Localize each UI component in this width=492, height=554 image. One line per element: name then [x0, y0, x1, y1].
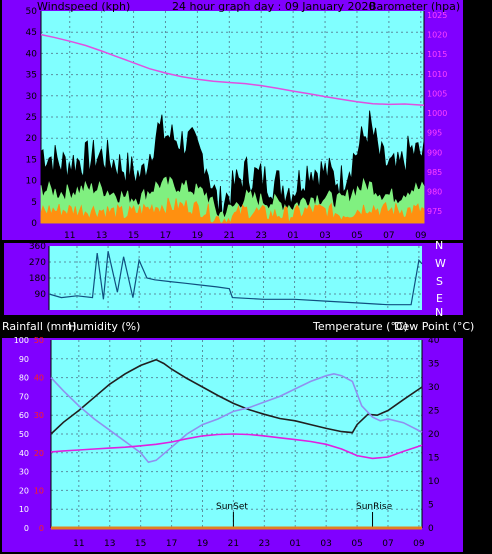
humidity-y-tick-100: 100 — [14, 336, 29, 345]
bottom-x-tick-23: 23 — [259, 539, 270, 549]
humidity-y-tick-60: 60 — [19, 411, 29, 420]
barometer-axis-title: Barometer (hpa) — [369, 0, 460, 13]
bottom-x-tick-17: 17 — [166, 539, 177, 549]
humidity-y-tick-70: 70 — [19, 392, 29, 401]
bottom-x-tick-07: 07 — [382, 539, 393, 549]
wind-y-tick-50: 50 — [26, 7, 38, 17]
wind-x-tick-05: 05 — [351, 231, 362, 241]
wind-x-tick-01: 01 — [287, 231, 298, 241]
sunset-label: SunSet — [216, 502, 248, 512]
wind-x-tick-21: 21 — [224, 231, 235, 241]
wind-y-tick-40: 40 — [26, 49, 38, 59]
baro-y-tick-1000: 1000 — [427, 109, 447, 118]
temp-y-tick-5: 5 — [428, 501, 434, 511]
bottom-x-tick-21: 21 — [228, 539, 239, 549]
wind-x-tick-13: 13 — [96, 231, 107, 241]
temp-y-tick-30: 30 — [428, 383, 440, 393]
baro-y-tick-985: 985 — [427, 168, 442, 177]
baro-y-tick-1025: 1025 — [427, 11, 447, 20]
rain-y-tick-50: 50 — [34, 336, 44, 345]
wind-x-tick-17: 17 — [160, 231, 171, 241]
bottom-x-tick-11: 11 — [73, 539, 84, 549]
compass-label-n-bottom: N — [435, 306, 443, 319]
bottom-x-tick-19: 19 — [197, 539, 209, 549]
baro-y-tick-1015: 1015 — [427, 50, 447, 59]
wind-y-tick-5: 5 — [31, 198, 37, 208]
wind-y-tick-15: 15 — [26, 155, 37, 165]
baro-y-tick-1010: 1010 — [427, 70, 447, 79]
humidity-y-tick-90: 90 — [19, 355, 29, 364]
wind-x-tick-19: 19 — [192, 231, 204, 241]
wind-x-tick-23: 23 — [255, 231, 266, 241]
humidity-y-tick-50: 50 — [19, 430, 29, 439]
temp-y-tick-40: 40 — [428, 336, 440, 346]
bottom-x-tick-09: 09 — [413, 539, 425, 549]
wind-y-tick-35: 35 — [26, 71, 37, 81]
compass-label-n-top: N — [435, 239, 443, 252]
wind-x-tick-09: 09 — [415, 231, 427, 241]
baro-y-tick-995: 995 — [427, 129, 442, 138]
dewpoint-axis-title: Dew Point (°C) — [394, 320, 474, 333]
wind-band-wind-low — [40, 197, 425, 225]
temp-y-tick-10: 10 — [428, 477, 440, 487]
rain-y-tick-0: 0 — [39, 524, 44, 533]
barometer-line — [40, 33, 425, 106]
bottom-x-tick-03: 03 — [320, 539, 331, 549]
dir-y-tick-270: 270 — [29, 258, 46, 268]
temp-y-tick-0: 0 — [428, 524, 434, 534]
baro-y-tick-990: 990 — [427, 148, 442, 157]
wind-y-tick-20: 20 — [26, 134, 38, 144]
temp-y-tick-15: 15 — [428, 454, 439, 464]
compass-label-s: S — [436, 275, 443, 288]
humidity-axis-title: Humidity (%) — [68, 320, 140, 333]
humidity-y-tick-0: 0 — [24, 524, 29, 533]
wind-y-tick-0: 0 — [31, 219, 37, 229]
humidity-y-tick-80: 80 — [19, 374, 29, 383]
humidity-y-tick-10: 10 — [19, 505, 29, 514]
wind-y-tick-10: 10 — [26, 177, 38, 187]
wind-y-tick-25: 25 — [26, 113, 37, 123]
chart-title: 24 hour graph day : 09 January 2020 — [172, 0, 376, 13]
wind-x-tick-03: 03 — [319, 231, 330, 241]
baro-y-tick-975: 975 — [427, 207, 442, 216]
temp-y-tick-25: 25 — [428, 407, 439, 417]
baro-y-tick-980: 980 — [427, 188, 442, 197]
bottom-x-tick-13: 13 — [104, 539, 115, 549]
dir-y-tick-90: 90 — [35, 290, 47, 300]
bottom-x-tick-15: 15 — [135, 539, 146, 549]
baro-y-tick-1005: 1005 — [427, 89, 447, 98]
temp-y-tick-20: 20 — [428, 430, 440, 440]
sunrise-label: SunRise — [356, 502, 393, 512]
wind-y-tick-30: 30 — [26, 92, 38, 102]
compass-label-w: W — [435, 257, 446, 270]
rainfall-axis-title: Rainfall (mm) — [2, 320, 76, 333]
wind-x-tick-11: 11 — [64, 231, 75, 241]
rain-y-tick-30: 30 — [34, 411, 44, 420]
windspeed-axis-title: Windspeed (kph) — [37, 0, 130, 13]
rain-y-tick-20: 20 — [34, 449, 44, 458]
temp-y-tick-35: 35 — [428, 360, 439, 370]
rain-y-tick-40: 40 — [34, 374, 44, 383]
compass-label-e: E — [436, 292, 443, 305]
bottom-x-tick-01: 01 — [290, 539, 301, 549]
wind-x-tick-15: 15 — [128, 231, 139, 241]
temperature-axis-title: Temperature (°C) — [312, 320, 408, 333]
wind-y-tick-45: 45 — [26, 28, 37, 38]
baro-y-tick-1020: 1020 — [427, 31, 447, 40]
rain-y-tick-10: 10 — [34, 486, 44, 495]
wind-x-tick-07: 07 — [383, 231, 394, 241]
humidity-y-tick-40: 40 — [19, 449, 29, 458]
bottom-x-tick-05: 05 — [351, 539, 362, 549]
dir-y-tick-180: 180 — [29, 274, 46, 284]
humidity-y-tick-20: 20 — [19, 486, 29, 495]
dew-point-line — [50, 433, 423, 460]
temperature-line — [50, 358, 423, 435]
dir-y-tick-360: 360 — [29, 242, 46, 252]
direction-line — [48, 251, 423, 306]
humidity-y-tick-30: 30 — [19, 468, 29, 477]
humidity-line — [50, 372, 423, 464]
